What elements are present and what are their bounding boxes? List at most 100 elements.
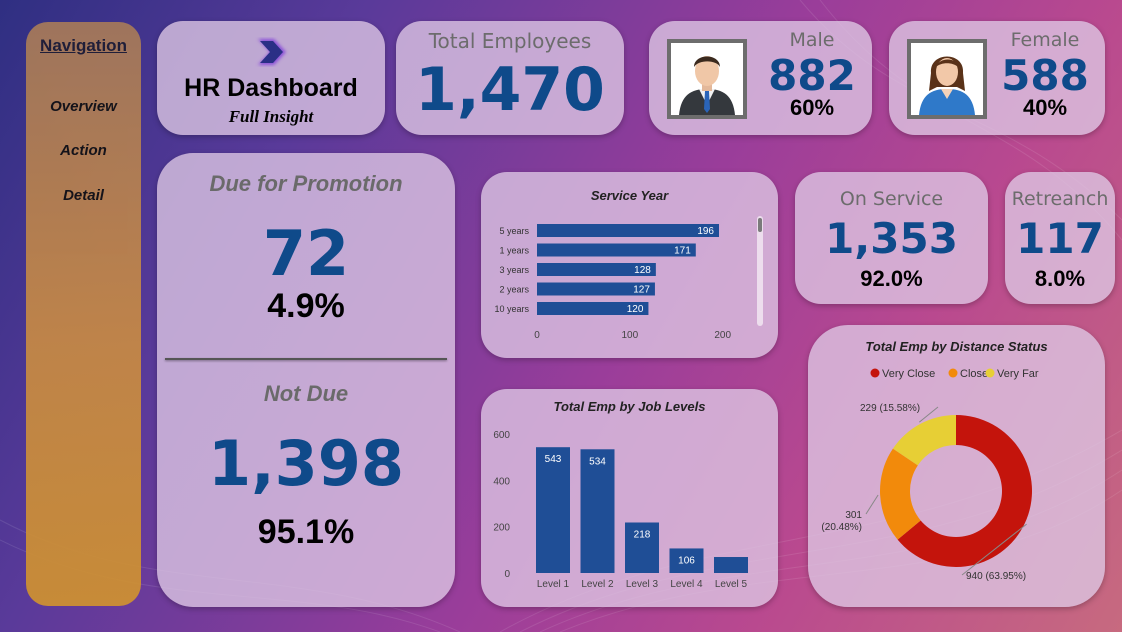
distance-legend-marker	[870, 368, 880, 378]
service-year-bar-value: 196	[697, 226, 714, 237]
service-year-bar[interactable]	[537, 282, 655, 296]
navigation-title: Navigation	[40, 36, 127, 55]
service-year-chart-title: Service Year	[590, 188, 669, 203]
job-levels-category-label: Level 5	[715, 579, 748, 590]
service-year-category-label: 10 years	[494, 304, 529, 314]
service-year-scroll-thumb[interactable]	[758, 218, 762, 232]
service-year-scrollbar[interactable]	[757, 216, 763, 326]
distance-donut-slice[interactable]	[880, 448, 921, 540]
distance-donut-slice[interactable]	[897, 415, 1032, 567]
distance-label-leader	[865, 494, 879, 515]
service-year-bar-value: 127	[633, 285, 650, 296]
chevron-right-icon[interactable]	[254, 37, 290, 67]
distance-status-chart-card: Total Emp by Distance Status Very Close C…	[808, 325, 1105, 607]
job-levels-bar-value: 534	[589, 456, 606, 467]
not-due-label: Not Due	[263, 381, 349, 406]
job-levels-y-tick: 0	[504, 569, 510, 580]
distance-slice-label: 229 (15.58%)	[860, 403, 920, 414]
service-year-x-tick: 0	[534, 330, 540, 341]
service-year-category-label: 5 years	[499, 226, 529, 236]
job-levels-y-tick: 600	[493, 430, 510, 441]
service-year-bar[interactable]	[537, 302, 649, 315]
job-levels-bar[interactable]	[714, 557, 748, 573]
retreanch-value: 117	[1016, 214, 1104, 263]
service-year-bar[interactable]	[537, 243, 696, 257]
service-year-bar-value: 171	[674, 246, 691, 257]
due-promotion-percent: 4.9%	[267, 287, 345, 325]
total-employees-card: Total Employees 1,470	[396, 21, 624, 135]
service-year-chart-card: Service Year 5 years 196 1 years 171 3 years…	[481, 172, 778, 358]
service-year-category-label: 3 years	[499, 265, 529, 275]
retreanch-card: Retreanch 117 8.0%	[1005, 172, 1115, 304]
service-year-category-label: 2 years	[499, 285, 529, 295]
job-levels-y-tick: 400	[493, 476, 510, 487]
distance-status-chart-title: Total Emp by Distance Status	[865, 339, 1048, 354]
female-value: 588	[1001, 51, 1089, 100]
nav-action-button[interactable]: Action	[60, 142, 107, 159]
service-year-category-label: 1 years	[499, 246, 529, 256]
distance-legend-label[interactable]: Close	[960, 368, 988, 380]
promotion-divider	[165, 358, 447, 360]
job-levels-bar[interactable]	[625, 522, 659, 573]
distance-slice-label: 301	[845, 510, 862, 521]
male-value: 882	[768, 51, 856, 100]
job-levels-chart-card: Total Emp by Job Levels 0 200 400 600 543 Lev…	[481, 389, 778, 607]
distance-label-leader	[919, 406, 939, 423]
not-due-value: 1,398	[207, 427, 405, 500]
navigation-panel: Navigation Overview Action Detail	[26, 22, 141, 606]
distance-label-leader	[961, 523, 1027, 576]
on-service-percent: 92.0%	[860, 266, 923, 291]
job-levels-category-label: Level 3	[626, 579, 659, 590]
dashboard-title: HR Dashboard	[184, 74, 358, 102]
dashboard-subtitle: Full Insight	[228, 107, 314, 126]
service-year-bar[interactable]	[537, 224, 719, 237]
service-year-bar-value: 120	[627, 304, 644, 315]
on-service-value: 1,353	[825, 214, 958, 263]
job-levels-y-tick: 200	[493, 523, 510, 534]
distance-legend-label[interactable]: Very Far	[997, 368, 1039, 380]
male-avatar-icon	[667, 39, 747, 119]
job-levels-bar-value: 106	[678, 555, 695, 566]
nav-detail-button[interactable]: Detail	[63, 187, 104, 204]
distance-slice-label: (20.48%)	[821, 522, 862, 533]
total-employees-label: Total Employees	[428, 29, 592, 53]
job-levels-bar[interactable]	[580, 449, 615, 573]
not-due-percent: 95.1%	[257, 513, 355, 551]
male-label: Male	[789, 29, 835, 51]
job-levels-category-label: Level 1	[537, 579, 570, 590]
job-levels-bar[interactable]	[536, 447, 570, 573]
retreanch-label: Retreanch	[1011, 188, 1109, 210]
service-year-bar[interactable]	[537, 263, 656, 276]
distance-slice-label: 940 (63.95%)	[966, 571, 1026, 582]
distance-legend-marker	[948, 368, 958, 378]
service-year-bar-value: 128	[634, 265, 651, 276]
distance-legend-marker	[985, 368, 995, 378]
promotion-card: Due for Promotion 72 4.9% Not Due 1,398 …	[157, 153, 455, 607]
on-service-card: On Service 1,353 92.0%	[795, 172, 988, 304]
service-year-x-tick: 100	[622, 330, 639, 341]
job-levels-bar[interactable]	[669, 548, 704, 573]
job-levels-chart: 0 200 400 600 543 Level 1 534 Level 2 218 Level 3…	[493, 430, 748, 590]
job-levels-category-label: Level 2	[581, 579, 614, 590]
nav-overview-button[interactable]: Overview	[50, 98, 117, 115]
female-percent: 40%	[1022, 95, 1068, 120]
distance-legend-label[interactable]: Very Close	[882, 368, 935, 380]
job-levels-bar-value: 543	[545, 454, 562, 465]
distance-status-chart: Very Close Close Very Far 940 (63.95%) 301(2…	[821, 368, 1039, 582]
female-label: Female	[1010, 29, 1080, 51]
female-avatar-icon	[907, 39, 987, 119]
total-employees-value: 1,470	[415, 55, 605, 125]
female-card: Female 588 40%	[889, 21, 1105, 135]
service-year-x-tick: 200	[714, 330, 731, 341]
distance-donut-slice[interactable]	[892, 415, 956, 466]
due-promotion-value: 72	[262, 217, 350, 290]
male-card: Male 882 60%	[649, 21, 872, 135]
on-service-label: On Service	[839, 188, 944, 210]
male-percent: 60%	[789, 95, 835, 120]
job-levels-chart-title: Total Emp by Job Levels	[553, 399, 706, 414]
service-year-chart: 5 years 196 1 years 171 3 years 128 2 years 127…	[494, 216, 763, 341]
title-card: HR Dashboard Full Insight	[157, 21, 385, 135]
job-levels-category-label: Level 4	[670, 579, 703, 590]
retreanch-percent: 8.0%	[1034, 266, 1086, 291]
job-levels-bar-value: 218	[634, 529, 651, 540]
